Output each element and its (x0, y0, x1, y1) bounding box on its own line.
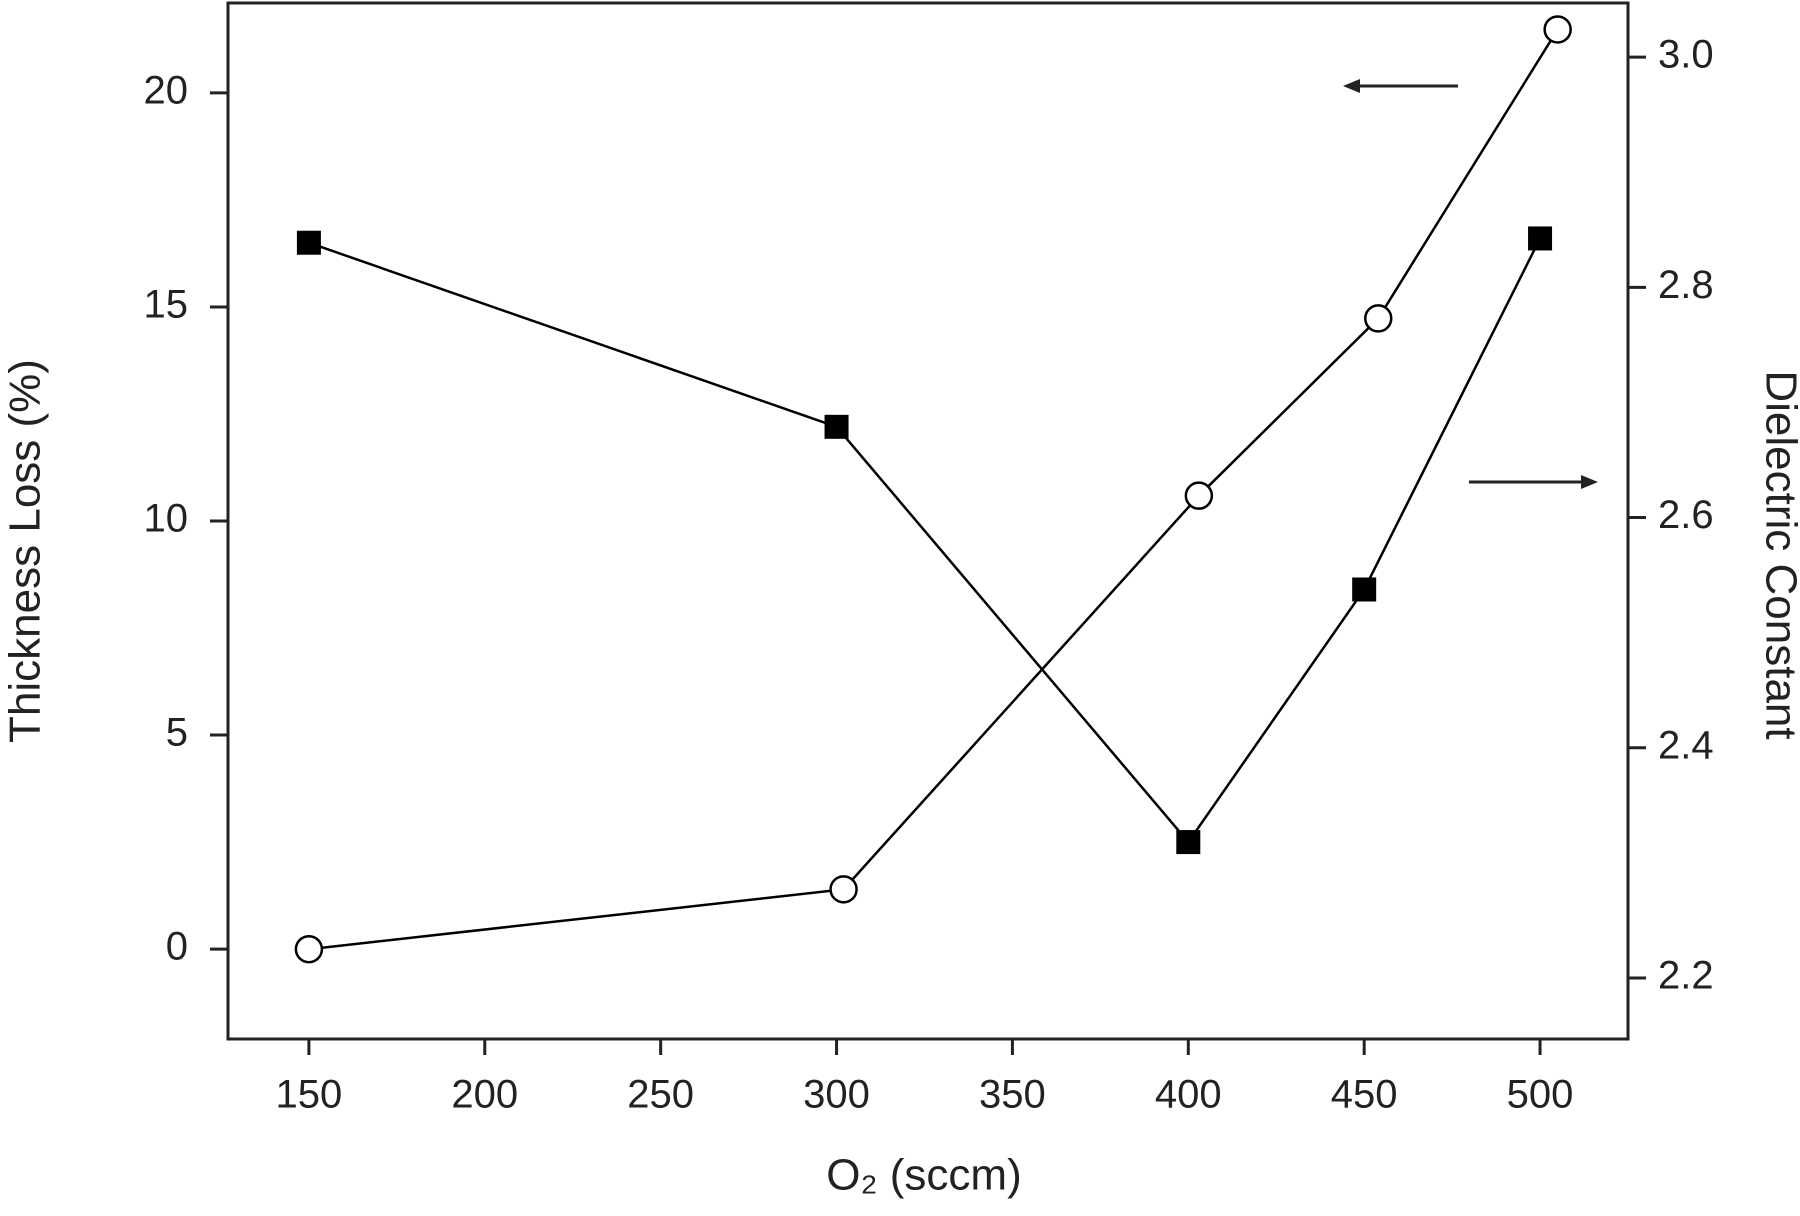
circle-marker (1184, 481, 1214, 510)
circle-marker (829, 875, 858, 904)
y-tick-label: 15 (144, 283, 189, 327)
left-arrow (1343, 79, 1458, 93)
x-tick-label: 200 (451, 1073, 518, 1117)
x-tick-label: 300 (803, 1073, 870, 1117)
y2-tick-label: 2.4 (1658, 723, 1714, 767)
y-tick-label: 5 (166, 711, 188, 755)
plot-frame (226, 1, 1630, 1041)
series-line (308, 237, 1542, 845)
x-tick-label: 450 (1331, 1073, 1398, 1117)
y2-tick-label: 2.2 (1658, 954, 1714, 998)
x-tick-label: 400 (1155, 1073, 1222, 1117)
circle-marker (1543, 15, 1572, 44)
circle-marker (1364, 304, 1393, 333)
x-tick-label: 150 (276, 1073, 343, 1117)
series-line (308, 28, 1559, 951)
y-tick-label: 20 (144, 68, 189, 112)
right-arrow (1469, 475, 1598, 489)
x-tick-label: 350 (979, 1073, 1046, 1117)
x-tick-label: 500 (1507, 1073, 1574, 1117)
y2-axis-title: Dielectric Constant (1756, 370, 1800, 739)
x-axis-title: O₂ (sccm) (826, 1151, 1022, 1200)
square-marker (1176, 830, 1201, 855)
y2-tick-label: 3.0 (1658, 33, 1714, 77)
circle-marker (294, 934, 324, 964)
y-tick-label: 0 (166, 925, 188, 969)
y-axis-title: Thickness Loss (%) (1, 359, 50, 743)
square-marker (296, 230, 321, 255)
y-tick-label: 10 (144, 497, 189, 541)
square-marker (1528, 226, 1553, 251)
y2-tick-label: 2.6 (1658, 493, 1714, 537)
y2-tick-label: 2.8 (1658, 263, 1714, 307)
square-marker (1352, 577, 1377, 602)
square-marker (824, 414, 849, 439)
x-tick-label: 250 (627, 1073, 694, 1117)
